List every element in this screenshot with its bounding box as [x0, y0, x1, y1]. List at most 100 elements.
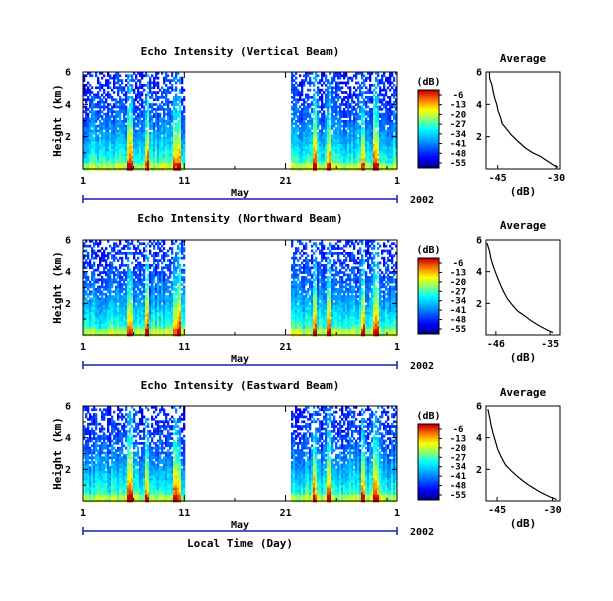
heatmap-cell — [165, 76, 168, 80]
heatmap-cell — [345, 160, 348, 164]
heatmap-cell — [83, 146, 86, 150]
heatmap-cell — [133, 105, 136, 109]
heatmap-cell — [85, 163, 88, 166]
heatmap-cell — [315, 117, 318, 121]
heatmap-cell — [171, 146, 174, 150]
heatmap-cell — [121, 261, 124, 265]
heatmap-cell — [141, 86, 144, 90]
heatmap-cell — [149, 151, 152, 154]
heatmap-cell — [313, 146, 316, 150]
heatmap-cell — [83, 288, 86, 291]
colorbar-frame — [417, 89, 440, 169]
heatmap-cell — [363, 136, 366, 140]
heatmap-cell — [107, 254, 110, 258]
heatmap-cell — [323, 72, 326, 75]
heatmap-cell — [175, 122, 178, 126]
heatmap-cell — [147, 283, 150, 286]
heatmap-cell — [95, 254, 98, 258]
heatmap-cell — [155, 314, 158, 318]
heatmap-cell — [173, 108, 176, 111]
heatmap-cell — [375, 141, 378, 145]
heatmap-cell — [393, 151, 396, 154]
heatmap-cell — [91, 86, 94, 90]
heatmap-cell — [343, 134, 346, 138]
heatmap-cell — [375, 91, 378, 94]
heatmap-cell — [119, 144, 122, 147]
heatmap-cell — [105, 134, 108, 138]
heatmap-cell — [113, 266, 116, 270]
heatmap-cell — [379, 141, 382, 145]
heatmap-cell — [95, 304, 98, 308]
heatmap-cell — [141, 110, 144, 114]
heatmap-cell — [301, 84, 304, 87]
heatmap-cell — [395, 158, 398, 162]
heatmap-cell — [307, 151, 310, 154]
heatmap-cell — [323, 115, 326, 118]
heatmap-cell — [105, 295, 108, 298]
heatmap-cell — [389, 158, 392, 162]
heatmap-cell — [161, 321, 164, 325]
heatmap-cell — [95, 268, 98, 272]
heatmap-cell — [339, 72, 342, 75]
heatmap-cell — [111, 151, 114, 154]
heatmap-cell — [337, 146, 340, 150]
heatmap-cell — [323, 144, 326, 147]
heatmap-cell — [117, 309, 120, 313]
heatmap-cell — [365, 165, 368, 169]
heatmap-cell — [325, 76, 328, 80]
heatmap-cell — [395, 105, 398, 109]
heatmap-cell — [129, 290, 132, 294]
heatmap-cell — [119, 273, 122, 277]
heatmap-cell — [109, 307, 112, 310]
heatmap-cell — [165, 120, 168, 123]
heatmap-cell — [87, 146, 90, 150]
heatmap-cell — [119, 160, 122, 164]
heatmap-cell — [99, 96, 102, 99]
heatmap-cell — [327, 100, 330, 104]
heatmap-cell — [157, 127, 160, 130]
heatmap-cell — [167, 297, 170, 301]
heatmap-cell — [163, 280, 166, 284]
heatmap-cell — [93, 264, 96, 267]
heatmap-cell — [183, 141, 186, 145]
heatmap-cell — [171, 153, 174, 157]
heatmap-cell — [147, 74, 150, 78]
heatmap-cell — [161, 124, 164, 128]
heatmap-cell — [141, 297, 144, 301]
heatmap-cell — [141, 283, 144, 286]
heatmap-cell — [301, 98, 304, 102]
heatmap-cell — [105, 141, 108, 145]
heatmap-cell — [379, 108, 382, 111]
heatmap-cell — [117, 132, 120, 135]
heatmap-cell — [325, 117, 328, 121]
heatmap-cell — [101, 156, 104, 159]
heatmap-cell — [183, 120, 186, 123]
heatmap-cell — [109, 312, 112, 315]
heatmap-cell — [83, 141, 86, 145]
heatmap-cell — [387, 112, 390, 116]
heatmap-cell — [109, 76, 112, 80]
heatmap-cell — [129, 79, 132, 82]
heatmap-cell — [339, 120, 342, 123]
heatmap-cell — [95, 312, 98, 315]
heatmap-cell — [351, 148, 354, 152]
heatmap-cell — [317, 91, 320, 94]
heatmap-cell — [333, 76, 336, 80]
heatmap-cell — [159, 326, 162, 330]
heatmap-cell — [159, 115, 162, 118]
heatmap-cell — [379, 105, 382, 109]
heatmap-cell — [341, 86, 344, 90]
heatmap-cell — [111, 247, 114, 250]
heatmap-cell — [115, 300, 118, 303]
heatmap-cell — [133, 307, 136, 310]
heatmap-cell — [107, 165, 110, 169]
heatmap-cell — [153, 103, 156, 106]
heatmap-cell — [371, 156, 374, 159]
heatmap-cell — [179, 163, 182, 166]
heatmap-cell — [119, 122, 122, 126]
heatmap-cell — [173, 88, 176, 92]
heatmap-cell — [93, 144, 96, 147]
heatmap-cell — [151, 108, 154, 111]
heatmap-cell — [119, 141, 122, 145]
heatmap-cell — [147, 276, 150, 279]
